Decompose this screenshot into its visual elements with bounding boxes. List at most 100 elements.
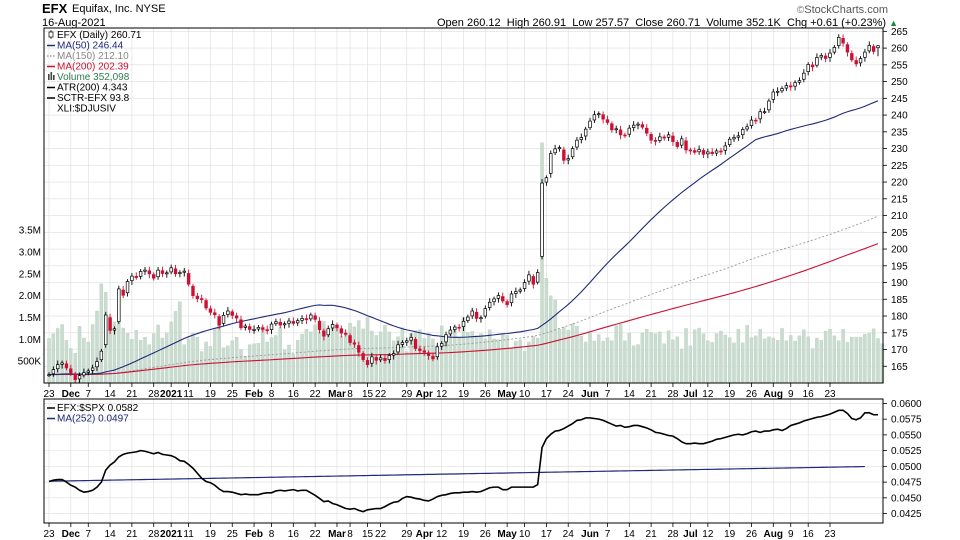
volume-bar <box>645 329 649 384</box>
volume-bar <box>278 327 282 384</box>
candle <box>501 292 505 304</box>
volume-bar <box>501 333 505 384</box>
legend-label: Volume 352,098 <box>57 72 130 83</box>
volume-bar <box>226 345 230 384</box>
candle-body <box>56 364 60 370</box>
candle <box>658 132 662 143</box>
volume-bar <box>295 340 300 384</box>
volume-bar <box>771 337 776 384</box>
volume-bar <box>658 331 662 384</box>
volume-bar <box>247 344 252 384</box>
candle <box>138 269 143 280</box>
volume-bar <box>802 329 806 384</box>
candle-body <box>365 360 370 365</box>
candle <box>265 325 269 335</box>
price-tick-label: 260 <box>891 44 908 55</box>
candle-body <box>592 114 597 121</box>
candle-body <box>640 124 645 128</box>
high-label: High <box>506 17 530 29</box>
date-tick-label: 2021 <box>160 529 183 540</box>
volume-bar <box>239 349 243 384</box>
volume-bar <box>544 278 549 384</box>
date-tick-label: Mar <box>328 389 346 400</box>
company-name: Equifax, Inc. NYSE <box>72 3 166 15</box>
price-tick-label: 220 <box>891 178 908 189</box>
ratio-ma252-line <box>48 465 865 482</box>
candle <box>56 360 60 373</box>
candle <box>570 146 575 160</box>
candle-body <box>605 119 610 123</box>
volume-bar <box>627 333 632 384</box>
date-tick-label: Dec <box>62 389 81 400</box>
volume-bar <box>562 326 566 384</box>
volume-bar <box>741 342 745 384</box>
candle <box>186 269 191 287</box>
candle-body <box>147 270 152 275</box>
volume-bar <box>282 349 287 384</box>
legend-candle-swatch <box>48 31 54 38</box>
candle-body <box>706 151 710 155</box>
volume-bar <box>151 333 156 384</box>
candle <box>278 318 282 329</box>
date-tick-label: Aug <box>764 529 783 540</box>
moving-averages <box>48 100 879 376</box>
legend-label: ATR(200) 4.343 <box>57 83 128 94</box>
date-tick-label: 16 <box>803 389 815 400</box>
candle-body <box>514 291 518 294</box>
legend-label: MA(50) 246.44 <box>57 41 124 52</box>
volume-bar <box>714 333 719 384</box>
price-tick-label: 195 <box>891 261 908 272</box>
date-tick-label: Jul <box>683 389 698 400</box>
date-tick-label: 19 <box>724 529 736 540</box>
volume-bar <box>221 347 226 384</box>
candle <box>553 144 557 156</box>
candle <box>444 331 448 347</box>
candle <box>60 360 64 369</box>
candle <box>579 133 584 144</box>
copyright-icon: © <box>796 5 805 16</box>
candle <box>243 323 248 331</box>
volume-tick-label: 3.0M <box>19 248 41 259</box>
volume-bar <box>147 344 152 384</box>
volume-bar <box>732 342 736 384</box>
candle <box>108 313 112 335</box>
legend-item: MA(200) 202.39 <box>47 62 129 73</box>
lower-legend-item: MA(252) 0.0497 <box>47 414 129 425</box>
volume-bar <box>819 340 823 384</box>
ratio-tick-label: 0.0575 <box>891 415 922 426</box>
candle-body <box>858 58 863 64</box>
candle-body <box>527 274 531 282</box>
date-tick-label: 22 <box>375 389 387 400</box>
candle <box>291 317 296 326</box>
candle <box>117 285 121 324</box>
candle-body <box>723 145 727 151</box>
candle-body <box>758 111 762 120</box>
candle <box>583 126 588 141</box>
candle-body <box>330 324 335 329</box>
candle <box>361 351 365 362</box>
volume-bar <box>780 328 784 384</box>
volume-bar <box>549 295 553 384</box>
candle-body <box>487 301 492 308</box>
candle-body <box>754 119 758 122</box>
candle-body <box>256 327 261 330</box>
volume-bar <box>134 330 138 384</box>
volume-bar <box>610 340 614 384</box>
volume-bar <box>160 337 165 384</box>
candle-body <box>802 72 806 80</box>
date-tick-label: 23 <box>43 389 55 400</box>
volume-bar <box>618 323 623 384</box>
candle-body <box>815 57 819 66</box>
candle <box>357 341 361 357</box>
volume-bar <box>623 340 627 384</box>
volume-bar <box>479 333 483 384</box>
date-tick-label: 26 <box>480 529 492 540</box>
candle <box>426 350 431 360</box>
date-tick-label: 8 <box>347 529 353 540</box>
date-tick-label: Mar <box>328 529 346 540</box>
candle <box>165 270 169 278</box>
candle <box>335 322 339 332</box>
candle <box>169 264 173 275</box>
legend-item: XLI:$DJUSIV <box>57 104 116 115</box>
volume-bar <box>156 324 160 384</box>
